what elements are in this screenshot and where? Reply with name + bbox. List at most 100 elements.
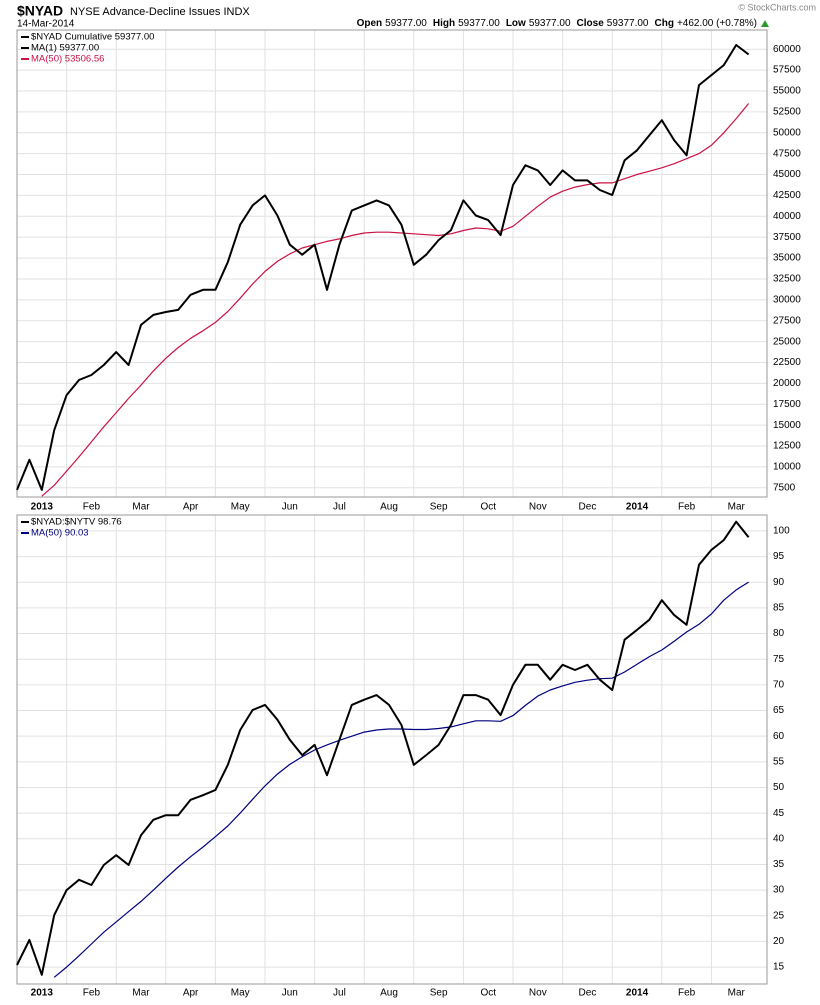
x-tick-label: Feb bbox=[678, 502, 696, 513]
quote-label: Low bbox=[506, 18, 526, 29]
legend-label: $NYAD Cumulative 59377.00 bbox=[31, 32, 154, 43]
x-tick-label: Sep bbox=[430, 988, 448, 999]
y-tick-label: 70 bbox=[773, 679, 785, 690]
x-tick-label: Sep bbox=[430, 502, 448, 513]
x-tick-label: Mar bbox=[728, 988, 746, 999]
series-line bbox=[16, 44, 750, 491]
y-tick-label: 60 bbox=[773, 731, 785, 742]
y-tick-label: 52500 bbox=[773, 107, 801, 118]
x-tick-label: Mar bbox=[132, 502, 150, 513]
series-line bbox=[53, 581, 749, 978]
y-tick-label: 25 bbox=[773, 910, 785, 921]
x-tick-label: Dec bbox=[579, 502, 597, 513]
y-tick-label: 80 bbox=[773, 628, 785, 639]
date: 14-Mar-2014 bbox=[17, 19, 75, 30]
x-tick-label: Jun bbox=[282, 988, 298, 999]
y-tick-label: 32500 bbox=[773, 274, 801, 285]
plot-area bbox=[17, 515, 767, 984]
y-tick-label: 20 bbox=[773, 936, 785, 947]
x-tick-label: Aug bbox=[380, 988, 398, 999]
x-tick-label: Oct bbox=[480, 502, 496, 513]
y-tick-label: 40 bbox=[773, 833, 785, 844]
y-tick-label: 35000 bbox=[773, 253, 801, 264]
plot-area bbox=[17, 30, 767, 497]
y-tick-label: 95 bbox=[773, 551, 785, 562]
y-tick-label: 55000 bbox=[773, 86, 801, 97]
x-tick-label: Dec bbox=[579, 988, 597, 999]
y-tick-label: 75 bbox=[773, 654, 785, 665]
y-tick-label: 17500 bbox=[773, 399, 801, 410]
series-line bbox=[41, 103, 750, 497]
up-arrow bbox=[761, 20, 769, 27]
y-tick-label: 15 bbox=[773, 962, 785, 973]
x-tick-label: Nov bbox=[529, 502, 547, 513]
copyright: © StockCharts.com bbox=[738, 2, 816, 12]
x-tick-label: May bbox=[231, 502, 250, 513]
x-tick-label: Aug bbox=[380, 502, 398, 513]
y-tick-label: 55 bbox=[773, 756, 785, 767]
quote-value: 59377.00 bbox=[385, 18, 427, 29]
y-tick-label: 22500 bbox=[773, 357, 801, 368]
plot-frame bbox=[16, 29, 768, 498]
y-tick-label: 85 bbox=[773, 603, 785, 614]
quote-value: +462.00 (+0.78%) bbox=[677, 18, 757, 29]
x-tick-label: 2013 bbox=[31, 502, 54, 513]
legend-label: MA(50) 90.03 bbox=[31, 528, 89, 539]
x-tick-label: Jul bbox=[333, 988, 346, 999]
y-tick-label: 30 bbox=[773, 885, 785, 896]
x-tick-label: Feb bbox=[678, 988, 696, 999]
x-tick-label: 2013 bbox=[31, 988, 54, 999]
quote-label: Open bbox=[357, 18, 383, 29]
y-tick-label: 50000 bbox=[773, 127, 801, 138]
y-tick-label: 10000 bbox=[773, 462, 801, 473]
y-tick-label: 60000 bbox=[773, 44, 801, 55]
x-tick-label: Feb bbox=[83, 502, 101, 513]
x-tick-label: Nov bbox=[529, 988, 547, 999]
y-tick-label: 57500 bbox=[773, 65, 801, 76]
y-tick-label: 30000 bbox=[773, 294, 801, 305]
y-tick-label: 45000 bbox=[773, 169, 801, 180]
legend-label: $NYAD:$NYTV 98.76 bbox=[31, 517, 122, 528]
y-tick-label: 20000 bbox=[773, 378, 801, 389]
y-tick-label: 100 bbox=[773, 526, 790, 537]
y-tick-label: 27500 bbox=[773, 315, 801, 326]
y-tick-label: 12500 bbox=[773, 441, 801, 452]
x-tick-label: Feb bbox=[83, 988, 101, 999]
y-tick-label: 90 bbox=[773, 577, 785, 588]
y-tick-label: 50 bbox=[773, 782, 785, 793]
index-name: NYSE Advance-Decline Issues INDX bbox=[70, 6, 250, 18]
x-tick-label: Apr bbox=[183, 988, 199, 999]
x-tick-label: Jul bbox=[333, 502, 346, 513]
x-tick-label: 2014 bbox=[626, 988, 649, 999]
quote-value: 59377.00 bbox=[529, 18, 571, 29]
x-tick-label: 2014 bbox=[626, 502, 649, 513]
quote-label: High bbox=[433, 18, 455, 29]
y-tick-label: 35 bbox=[773, 859, 785, 870]
y-tick-label: 65 bbox=[773, 705, 785, 716]
y-tick-label: 7500 bbox=[773, 482, 796, 493]
y-tick-label: 47500 bbox=[773, 148, 801, 159]
y-tick-label: 15000 bbox=[773, 420, 801, 431]
quote: Open 59377.00 High 59377.00 Low 59377.00 Close… bbox=[357, 18, 757, 29]
x-tick-label: Jun bbox=[282, 502, 298, 513]
quote-label: Close bbox=[577, 18, 605, 29]
legend-label: MA(1) 59377.00 bbox=[31, 43, 99, 54]
symbol: $NYAD bbox=[17, 3, 63, 19]
x-tick-label: Mar bbox=[728, 502, 746, 513]
x-tick-label: Oct bbox=[480, 988, 496, 999]
series-line bbox=[16, 520, 750, 976]
quote-value: 59377.00 bbox=[607, 18, 649, 29]
y-tick-label: 25000 bbox=[773, 336, 801, 347]
y-tick-label: 40000 bbox=[773, 211, 801, 222]
quote-label: Chg bbox=[654, 18, 673, 29]
x-tick-label: Apr bbox=[183, 502, 199, 513]
x-tick-label: May bbox=[231, 988, 250, 999]
y-tick-label: 42500 bbox=[773, 190, 801, 201]
plot-frame bbox=[16, 514, 768, 985]
legend-label: MA(50) 53506.56 bbox=[31, 54, 104, 65]
y-tick-label: 45 bbox=[773, 808, 785, 819]
y-tick-label: 37500 bbox=[773, 232, 801, 243]
quote-value: 59377.00 bbox=[458, 18, 500, 29]
x-tick-label: Mar bbox=[132, 988, 150, 999]
